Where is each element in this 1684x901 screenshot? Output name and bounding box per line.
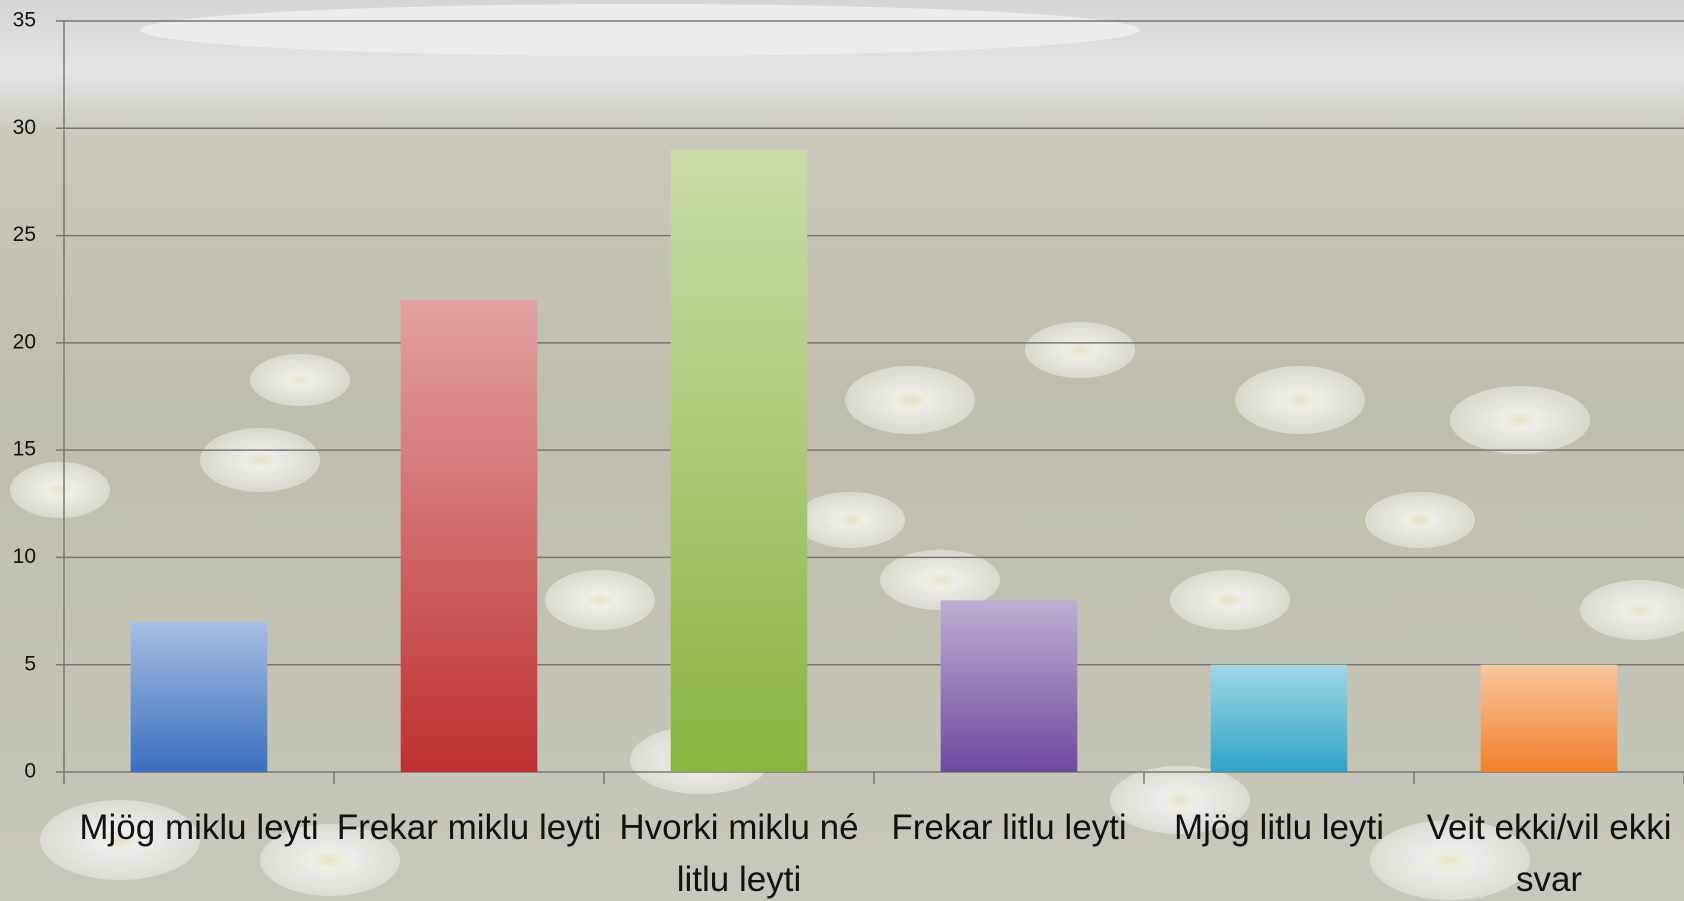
bar [941, 600, 1078, 772]
y-tick-label: 15 [13, 438, 36, 461]
y-tick-label: 0 [24, 760, 36, 783]
x-tick-label: Mjög miklu leyti [60, 802, 338, 854]
y-tick-label: 25 [13, 223, 36, 246]
x-tick-label: Mjög litlu leyti [1140, 802, 1418, 854]
y-tick-label: 20 [13, 330, 36, 353]
bar [1211, 665, 1348, 772]
y-tick-label: 5 [24, 652, 36, 675]
x-tick-label: Veit ekki/vil ekki svar [1410, 802, 1684, 901]
slide: 0 5 10 15 20 25 30 35 Mjög miklu leytiFrekar mi… [0, 0, 1684, 901]
bar [131, 622, 268, 772]
x-tick-label: Frekar miklu leyti [330, 802, 608, 854]
bar [671, 150, 808, 772]
bar [1481, 665, 1618, 772]
bar [401, 300, 538, 772]
y-tick-label: 10 [13, 545, 36, 568]
y-tick-label: 30 [13, 116, 36, 139]
y-tick-label: 35 [13, 9, 36, 32]
x-tick-label: Hvorki miklu né litlu leyti [600, 802, 878, 901]
chart: 0 5 10 15 20 25 30 35 [0, 0, 1684, 901]
x-tick-label: Frekar litlu leyti [870, 802, 1148, 854]
